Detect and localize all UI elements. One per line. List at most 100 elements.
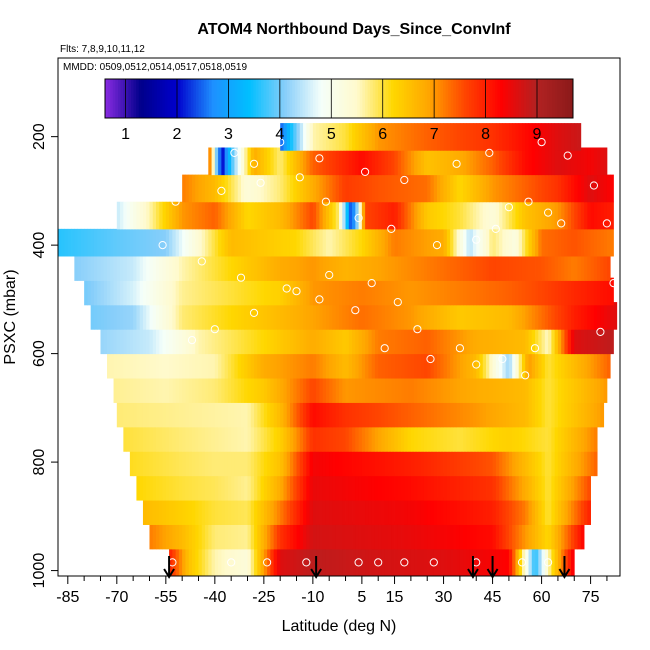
heatmap-cell [296, 548, 301, 577]
heatmap-cell [469, 326, 474, 355]
heatmap-cell [306, 350, 310, 379]
heatmap-cell [332, 326, 337, 355]
heatmap-cell [590, 277, 595, 306]
heatmap-cell [361, 375, 366, 403]
heatmap-cell [339, 228, 343, 257]
heatmap-cell [394, 548, 399, 577]
colorbar-segment [388, 79, 392, 118]
heatmap-cell [162, 424, 167, 452]
flight-point [282, 284, 291, 293]
heatmap-cell [276, 302, 281, 330]
heatmap-cell [521, 399, 526, 428]
y-axis-label: PSXC (mbar) [2, 269, 19, 364]
heatmap-cell [564, 424, 569, 452]
heatmap-cell [218, 350, 222, 379]
colorbar-segment [138, 79, 142, 118]
heatmap-cell [374, 302, 379, 330]
heatmap-cell [450, 399, 454, 428]
heatmap-cell [371, 521, 376, 550]
heatmap-cell [417, 123, 422, 151]
heatmap-cell [191, 253, 196, 281]
heatmap-cell [423, 277, 428, 306]
heatmap-cell [479, 448, 484, 477]
heatmap-cell [227, 277, 232, 306]
heatmap-cell [450, 228, 454, 257]
heatmap-cell [205, 326, 209, 355]
heatmap-cell [528, 228, 533, 257]
heatmap-cell [332, 302, 337, 330]
heatmap-cell [417, 174, 422, 203]
colorbar-segment [495, 79, 499, 118]
colorbar-segment [125, 79, 129, 118]
colorbar-segment [297, 79, 301, 118]
heatmap-cell [548, 302, 552, 330]
heatmap-cell [142, 302, 147, 330]
plot-frame [57, 57, 621, 577]
heatmap-cell [247, 375, 252, 403]
heatmap-cell [410, 472, 415, 501]
heatmap-cell [260, 228, 265, 257]
heatmap-cell [368, 147, 373, 176]
heatmap-cell [254, 201, 258, 230]
heatmap-cell [587, 228, 591, 257]
heatmap-cell [172, 497, 177, 525]
heatmap-cell [600, 350, 605, 379]
heatmap-cell [316, 174, 320, 203]
heatmap-cell [227, 548, 232, 577]
heatmap-cell [538, 277, 542, 306]
colorbar-segment [336, 79, 340, 118]
heatmap-cell [538, 350, 542, 379]
heatmap-cell [97, 277, 101, 306]
heatmap-cell [590, 201, 595, 230]
heatmap-cell [505, 228, 510, 257]
heatmap-cell [384, 147, 389, 176]
heatmap-cell [528, 174, 533, 203]
heatmap-cell [159, 350, 163, 379]
heatmap-cell [64, 228, 69, 257]
flight-point [609, 279, 618, 288]
heatmap-cell [348, 302, 353, 330]
heatmap-cell [289, 472, 294, 501]
heatmap-cell [587, 326, 591, 355]
heatmap-cell [286, 472, 291, 501]
flight-point [367, 279, 376, 288]
heatmap-cell [133, 448, 137, 477]
heatmap-cell [584, 375, 588, 403]
colorbar-segment [193, 79, 197, 118]
heatmap-cell [263, 302, 268, 330]
heatmap-cell [456, 228, 461, 257]
heatmap-cell [224, 326, 229, 355]
heatmap-cell [430, 472, 435, 501]
heatmap-cell [342, 399, 346, 428]
heatmap-cell [178, 448, 183, 477]
heatmap-cell [257, 521, 261, 550]
heatmap-cell [394, 201, 399, 230]
heatmap-cell [205, 201, 209, 230]
heatmap-cell [244, 174, 248, 203]
heatmap-cell [502, 448, 507, 477]
heatmap-cell [152, 302, 157, 330]
heatmap-cell [479, 350, 484, 379]
heatmap-cell [280, 174, 284, 203]
heatmap-cell [276, 174, 281, 203]
heatmap-cell [267, 497, 271, 525]
heatmap-row [107, 350, 611, 379]
heatmap-cell [554, 497, 559, 525]
heatmap-cell [201, 201, 206, 230]
heatmap-row [182, 174, 614, 203]
heatmap-cell [574, 123, 578, 151]
heatmap-cell [175, 497, 180, 525]
heatmap-cell [316, 399, 320, 428]
heatmap-cell [570, 326, 575, 355]
heatmap-cell [584, 174, 588, 203]
heatmap-cell [116, 399, 121, 428]
heatmap-cell [348, 253, 353, 281]
x-tick-label: 15 [386, 589, 404, 606]
heatmap-cell [250, 326, 255, 355]
heatmap-cell [495, 497, 500, 525]
heatmap-cell [505, 472, 510, 501]
heatmap-cell [423, 326, 428, 355]
heatmap-cell [250, 472, 255, 501]
heatmap-cell [574, 497, 578, 525]
heatmap-cell [293, 399, 297, 428]
